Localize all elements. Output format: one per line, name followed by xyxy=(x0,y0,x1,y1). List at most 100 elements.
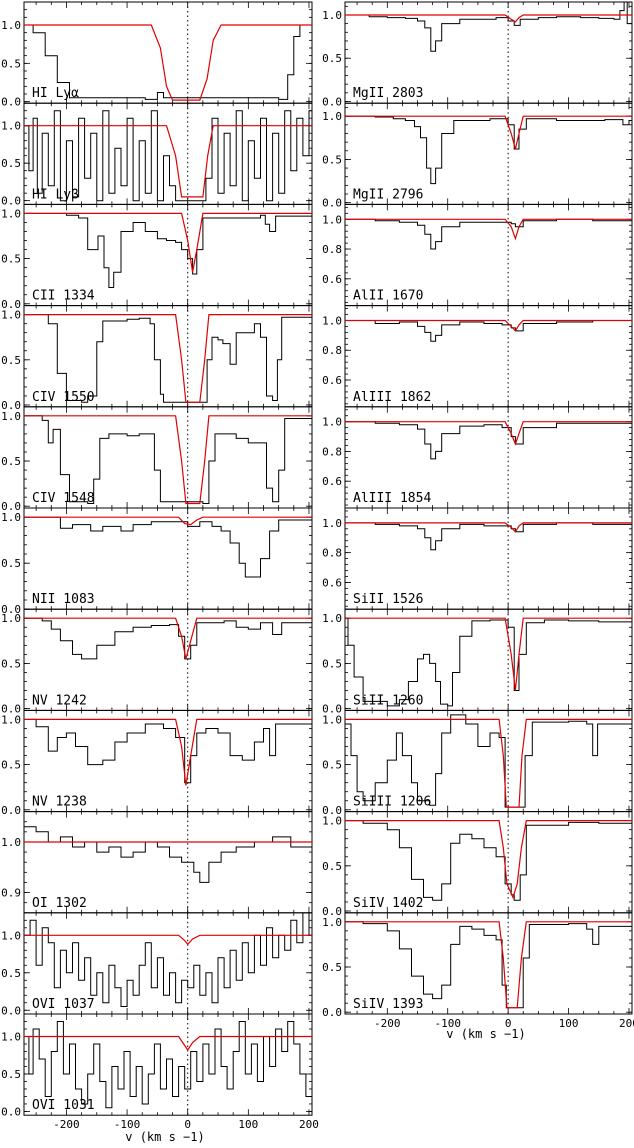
spectrum-line xyxy=(24,314,312,403)
x-tick-label: -200 xyxy=(374,1017,401,1030)
spectrum-line xyxy=(24,617,312,660)
y-tick-label: 0.5 xyxy=(1,354,21,367)
y-tick-label: 0.0 xyxy=(1,500,21,513)
panel-frame xyxy=(344,912,633,1015)
x-tick-label: -100 xyxy=(434,1017,461,1030)
y-tick-label: 1.0 xyxy=(1,410,21,423)
spectrum-line xyxy=(345,218,632,250)
ion-label: OI 1302 xyxy=(32,896,87,911)
model-line xyxy=(345,115,632,150)
y-tick-label: 0.6 xyxy=(322,475,342,488)
panel-1-0: 0.0 0.5 1.0 MgII 2803 xyxy=(322,1,633,108)
panel-1-7: 0.0 0.5 1.0 SiIII 1206 xyxy=(322,709,633,817)
x-tick-label: 100 xyxy=(559,1017,579,1030)
ion-label: NV 1242 xyxy=(32,693,87,708)
x-tick-label: 0 xyxy=(184,1118,191,1131)
y-tick-label: 0.5 xyxy=(322,52,342,65)
model-line xyxy=(345,820,632,900)
y-tick-label: 0.0 xyxy=(322,703,342,716)
model-line xyxy=(24,314,312,403)
panel-frame xyxy=(23,1013,313,1116)
y-tick-label: 0.5 xyxy=(322,961,342,974)
spectrum-line xyxy=(345,320,632,342)
y-tick-label: 0.6 xyxy=(322,374,342,387)
spectrum-line xyxy=(24,110,312,202)
y-tick-label: 1.0 xyxy=(322,815,342,828)
ion-label: HI Lyα xyxy=(32,86,79,101)
x-tick-label: -200 xyxy=(53,1118,80,1131)
panel-0-3: 0.0 0.5 1.0 CIV 1550 xyxy=(1,305,313,412)
y-tick-label: 0.6 xyxy=(322,576,342,589)
model-line xyxy=(24,617,312,660)
spectrum-line xyxy=(24,516,312,578)
y-tick-label: 0.0 xyxy=(1,1004,21,1017)
y-tick-label: 1.0 xyxy=(1,207,21,220)
model-line xyxy=(24,125,312,198)
y-tick-label: 0.5 xyxy=(1,557,21,570)
ion-label: MgII 2796 xyxy=(353,187,423,202)
panel-0-4: 0.0 0.5 1.0 CIV 1548 xyxy=(1,406,313,513)
y-tick-label: 1.0 xyxy=(1,612,21,625)
y-tick-label: 1.0 xyxy=(1,929,21,942)
y-tick-label: 1.0 xyxy=(1,309,21,322)
panel-0-9: 0.0 0.5 1.0 OVI 1037 xyxy=(1,912,313,1017)
spectrum-line xyxy=(24,415,312,504)
ion-label: SiIV 1393 xyxy=(353,997,423,1012)
y-tick-label: 0.0 xyxy=(1,804,21,817)
spectrum-line xyxy=(24,826,312,883)
y-tick-label: 0.0 xyxy=(322,197,342,210)
y-tick-label: 0.6 xyxy=(322,273,342,286)
x-axis-label-right: v (km s −1) xyxy=(446,1027,525,1041)
ion-label: AlII 1670 xyxy=(353,289,423,304)
model-line xyxy=(345,718,632,808)
model-line xyxy=(24,24,312,101)
panel-1-3: 0.6 0.8 1.0 AlIII 1862 xyxy=(322,305,633,408)
spectrum-line xyxy=(24,212,312,288)
y-tick-label: 0.5 xyxy=(322,657,342,670)
y-tick-label: 0.8 xyxy=(322,445,342,458)
y-tick-label: 1.0 xyxy=(322,612,342,625)
spectrum-line xyxy=(345,820,632,901)
model-line xyxy=(345,218,632,241)
x-tick-label: -100 xyxy=(114,1118,141,1131)
y-tick-label: 1.0 xyxy=(322,416,342,429)
y-tick-label: 1.0 xyxy=(322,9,342,22)
x-tick-label: 200 xyxy=(619,1017,634,1030)
y-tick-label: 0.5 xyxy=(1,967,21,980)
ion-label: CIV 1550 xyxy=(32,390,95,405)
y-tick-label: 1.0 xyxy=(322,713,342,726)
spectrum-line xyxy=(345,421,632,460)
y-tick-label: 0.8 xyxy=(322,243,342,256)
y-tick-label: 1.0 xyxy=(1,19,21,32)
y-tick-label: 0.5 xyxy=(1,1068,21,1081)
model-line xyxy=(345,421,632,446)
panel-0-6: 0.0 0.5 1.0 NV 1242 xyxy=(1,608,313,716)
y-tick-label: 0.0 xyxy=(322,95,342,108)
ion-label: SiII 1260 xyxy=(353,693,423,708)
y-tick-label: 1.0 xyxy=(322,517,342,530)
y-tick-label: 0.5 xyxy=(1,253,21,266)
y-tick-label: 0.5 xyxy=(322,153,342,166)
y-tick-label: 0.9 xyxy=(1,887,21,900)
panel-0-1: 0.0 0.5 1.0 HI Lyβ xyxy=(1,102,313,208)
y-tick-label: 0.5 xyxy=(1,657,21,670)
x-tick-label: 200 xyxy=(299,1118,319,1131)
model-line xyxy=(345,921,632,1009)
ion-label: CII 1334 xyxy=(32,289,95,304)
ion-label: SiIII 1206 xyxy=(353,795,431,810)
model-line xyxy=(24,1035,312,1052)
ion-label: CIV 1548 xyxy=(32,491,95,506)
spectrum-line xyxy=(345,2,632,52)
model-line xyxy=(24,415,312,505)
model-line xyxy=(345,617,632,691)
y-tick-label: 0.5 xyxy=(1,759,21,772)
y-tick-label: 1.0 xyxy=(1,120,21,133)
x-tick-label: 100 xyxy=(238,1118,258,1131)
y-tick-label: 0.0 xyxy=(1,195,21,208)
y-tick-label: 1.0 xyxy=(322,314,342,327)
panel-1-1: 0.0 0.5 1.0 MgII 2796 xyxy=(322,102,633,210)
y-tick-label: 0.5 xyxy=(1,57,21,70)
spectrum-line xyxy=(345,921,632,1009)
ion-label: SiII 1526 xyxy=(353,592,423,607)
